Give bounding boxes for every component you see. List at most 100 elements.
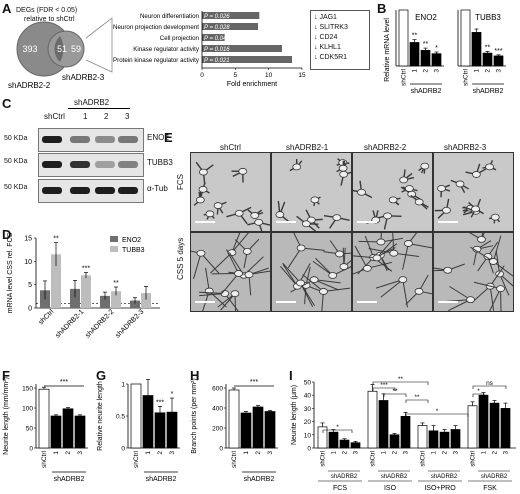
b-x-tick-label: 2	[423, 69, 430, 73]
neurite	[375, 279, 403, 289]
blot-band	[70, 187, 90, 194]
cell-body	[376, 238, 386, 246]
scale-bar	[195, 221, 215, 223]
neurite	[408, 242, 432, 249]
y-axis-label: Branch points (per mm²)	[191, 378, 198, 453]
i-bar	[428, 430, 439, 449]
y-axis-label: Relative neurite length	[97, 381, 104, 451]
go-term-pvalue: P = 0.044	[204, 36, 230, 42]
micrograph-cells	[275, 158, 351, 231]
micrograph-image	[433, 232, 514, 312]
neurite	[321, 291, 324, 311]
y-tick-label: 400	[212, 406, 223, 413]
go-term-label: Kinase regulator activity	[133, 46, 200, 53]
cell-body	[338, 164, 348, 172]
neurite	[489, 288, 502, 311]
b-x-tick-label: 3	[434, 69, 441, 73]
i-group-label: shADRB2	[381, 474, 408, 480]
i-significance-bracket	[322, 429, 353, 433]
significance: ***	[60, 379, 68, 386]
x-tick-label: shCtrl	[231, 450, 238, 468]
panel-label-h: H	[190, 368, 200, 383]
neurite	[480, 233, 484, 240]
i-bar	[339, 439, 350, 449]
b-group-label: shADRB2	[411, 88, 442, 95]
x-tick-label: shCtrl	[133, 450, 140, 468]
venn-right-label: shADRB2-3	[62, 73, 105, 82]
neurite	[205, 267, 210, 292]
x-tick-label: 2	[157, 451, 164, 455]
neurite	[489, 286, 495, 311]
i-x-tick-label: 1	[482, 450, 488, 454]
d-legend-swatch	[110, 236, 118, 242]
i-x-tick-label: 2	[493, 450, 499, 454]
i-significance: *	[436, 408, 439, 415]
panel-label-b: B	[377, 1, 387, 16]
micrograph-image	[190, 232, 271, 312]
blot-protein-tubb3: TUBB3	[147, 158, 173, 167]
y-tick-label: 150	[22, 386, 33, 393]
venn-overlap	[54, 36, 64, 62]
blot-marker-atub: 50 KDa	[4, 184, 28, 191]
bar	[50, 415, 62, 449]
cell-body	[404, 185, 414, 192]
y-tick-label: 100	[22, 406, 33, 413]
neurite	[224, 293, 239, 311]
cell-body	[230, 290, 240, 298]
x-tick-label: 2	[255, 451, 262, 455]
micrograph-image	[190, 152, 271, 232]
bar	[166, 411, 178, 449]
blot-band	[118, 136, 138, 143]
i-significance: *	[336, 424, 339, 431]
x-tick-label: 1	[53, 451, 60, 455]
group-label: shADRB2	[146, 476, 177, 483]
neurite	[354, 245, 368, 269]
i-x-tick-label: 3	[504, 450, 510, 454]
cell-body	[195, 196, 205, 204]
neurite	[300, 282, 315, 307]
i-significance: **	[392, 388, 398, 395]
blot-protein-atub: α-Tub	[147, 184, 168, 193]
y-tick-label: 0	[121, 446, 125, 453]
b-x-tick-label: 2	[485, 69, 492, 73]
b-x-tick-label: 3	[496, 69, 503, 73]
cell-body	[234, 270, 243, 277]
d-y-tick-label: 0	[28, 306, 32, 313]
x-tick-label: 3	[77, 451, 84, 455]
cell-body	[296, 279, 305, 287]
cell-body	[442, 206, 451, 214]
cell-body	[328, 272, 338, 279]
venn-bracket	[85, 17, 113, 73]
go-x-tick-label: 15	[298, 72, 306, 79]
neurite	[313, 279, 339, 291]
micro-row-fcs: FCS	[176, 174, 185, 190]
scale-bar	[276, 301, 296, 303]
go-term-pvalue: P = 0.028	[204, 25, 230, 31]
cell-body	[420, 162, 430, 170]
bar	[252, 406, 264, 449]
cell-body	[238, 167, 248, 175]
i-y-tick-label: 0	[307, 446, 311, 453]
i-condition-label: FSK	[483, 485, 497, 492]
i-significance-bracket	[372, 387, 396, 391]
i-bar	[478, 394, 489, 449]
i-x-tick-label: shCtrl	[321, 451, 327, 467]
blot-band	[95, 187, 115, 194]
x-tick-label: 3	[169, 451, 176, 455]
cell-body	[414, 287, 424, 295]
panel-b-qpcr-charts: Relative mRNA level ENO2 shCtrl ** 1 ** 2 * 3 shA…	[384, 9, 506, 95]
neurite	[191, 250, 202, 254]
i-x-tick-label: 1	[432, 450, 438, 454]
cell-body	[485, 163, 494, 171]
i-bar	[378, 400, 389, 449]
blot-lane-3: 3	[125, 112, 130, 121]
go-term-pvalue: P = 0.021	[204, 58, 230, 64]
bar	[130, 383, 142, 449]
neurite	[302, 274, 324, 292]
x-tick-label: 3	[267, 451, 274, 455]
i-bar	[500, 408, 511, 449]
neurite	[470, 246, 494, 262]
b-x-tick-label: shCtrl	[463, 68, 470, 86]
b-significance: ***	[494, 48, 502, 55]
i-y-tick-label: 40	[304, 393, 312, 400]
